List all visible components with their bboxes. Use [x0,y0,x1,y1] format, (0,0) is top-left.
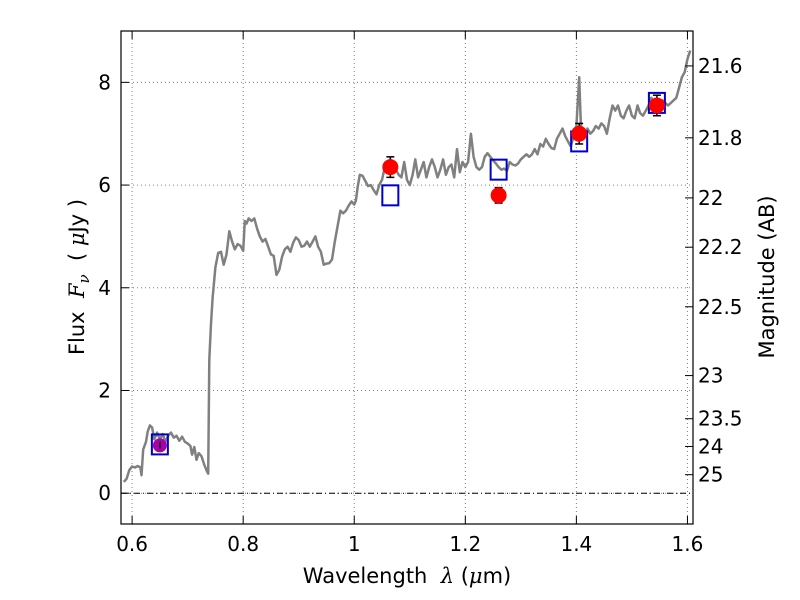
model-photometry-square [381,184,400,207]
model-photometry-square [150,433,169,456]
y-axis-label-subscript: ν [75,274,93,283]
x-axis-label: Wavelength λ (μm) [303,564,511,588]
right-tick-label: 22 [698,186,723,210]
right-tick-label: 23 [698,364,723,388]
right-tick-label: 25 [698,463,723,487]
right-axis-label: Magnitude (AB) [755,195,779,358]
x-tick-label: 1.2 [449,532,481,556]
y-axis-label-prefix: Flux [65,298,89,355]
x-tick-label: 1.4 [560,532,592,556]
axis-ticks: 0.6 0.8 1 1.2 1.4 1.60246821.621.82222.222.52… [98,31,743,556]
y-tick-label: 6 [98,173,111,197]
y-tick-label: 0 [98,481,111,505]
right-tick-label: 24 [698,434,723,458]
x-axis-label-unit-rest: m) [483,564,512,588]
x-tick-label: 0.8 [227,532,259,556]
y-axis-label-unit-mu: μ [65,232,89,246]
right-tick-label: 22.5 [698,295,743,319]
right-tick-label: 23.5 [698,407,743,431]
y-tick-label: 2 [98,378,111,402]
photometry-markers [150,91,666,456]
x-axis-label-unit-open: ( [454,564,469,588]
x-tick-label: 1.6 [672,532,704,556]
y-axis-label-unit-open: ( [65,246,89,274]
right-tick-label: 22.2 [698,235,743,259]
observed-photometry-point [571,125,588,142]
grid-lines [121,31,693,524]
model-photometry-square [489,158,508,181]
x-tick-label: 1 [348,532,361,556]
observed-photometry-point [382,159,399,176]
plot-background [121,31,693,524]
x-axis-label-unit-mu: μ [469,564,483,588]
y-axis-label-unit-rest: Jy ) [65,199,89,235]
y-axis-label-symbol: F [65,282,89,299]
model-spectrum-line [122,50,692,483]
right-tick-label: 21.6 [698,54,743,78]
right-tick-label: 21.8 [698,126,743,150]
y-tick-label: 4 [98,276,111,300]
x-axis-label-prefix: Wavelength [303,564,441,588]
observed-photometry-point [648,97,665,114]
y-axis-label: Flux Fν ( μJy ) [65,199,93,355]
plot-frame [120,30,694,525]
x-axis-label-symbol: λ [440,564,454,588]
x-tick-label: 0.6 [116,532,148,556]
observed-photometry-point [490,187,507,204]
y-tick-label: 8 [98,70,111,94]
